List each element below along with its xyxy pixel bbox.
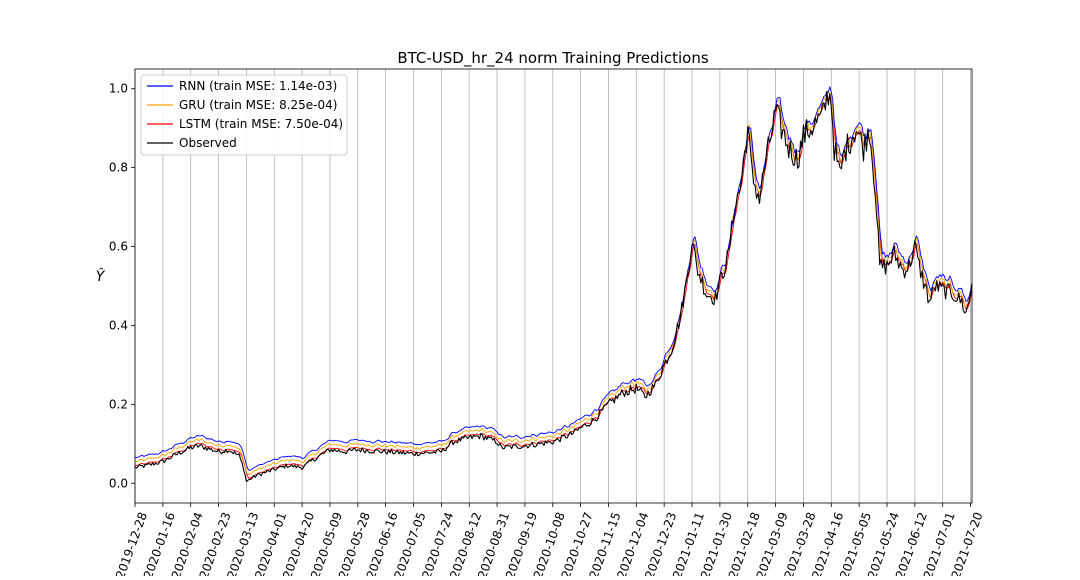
y-tick-label: 0.6 xyxy=(109,240,128,254)
legend-entry-label: GRU (train MSE: 8.25e-04) xyxy=(179,98,337,112)
legend-box xyxy=(140,74,348,156)
series-line-rnn xyxy=(134,86,973,471)
plot-area-frame xyxy=(134,68,973,504)
y-tick-label: 0.2 xyxy=(109,397,128,411)
x-axis-ticks: 2019-12-282020-01-162020-02-042020-02-23… xyxy=(113,503,986,580)
legend-entry-label: Observed xyxy=(179,136,237,150)
legend: RNN (train MSE: 1.14e-03) GRU (train MSE:… xyxy=(140,74,348,156)
legend-entry-label: RNN (train MSE: 1.14e-03) xyxy=(179,79,337,93)
legend-entry-label: LSTM (train MSE: 7.50e-04) xyxy=(179,117,343,131)
y-tick-label: 0.8 xyxy=(109,161,128,175)
y-axis-ticks: 0.0 0.2 0.4 0.6 0.8 1.0 xyxy=(109,82,135,490)
series-line-gru xyxy=(134,91,973,476)
y-tick-label: 0.0 xyxy=(109,476,128,490)
series-line-observed xyxy=(134,90,973,483)
y-tick-label: 1.0 xyxy=(109,82,128,96)
chart-title: BTC-USD_hr_24 norm Training Predictions xyxy=(397,49,708,68)
y-axis-label: Ŷ xyxy=(96,267,106,285)
series-lines xyxy=(134,86,973,483)
y-tick-label: 0.4 xyxy=(109,318,128,332)
